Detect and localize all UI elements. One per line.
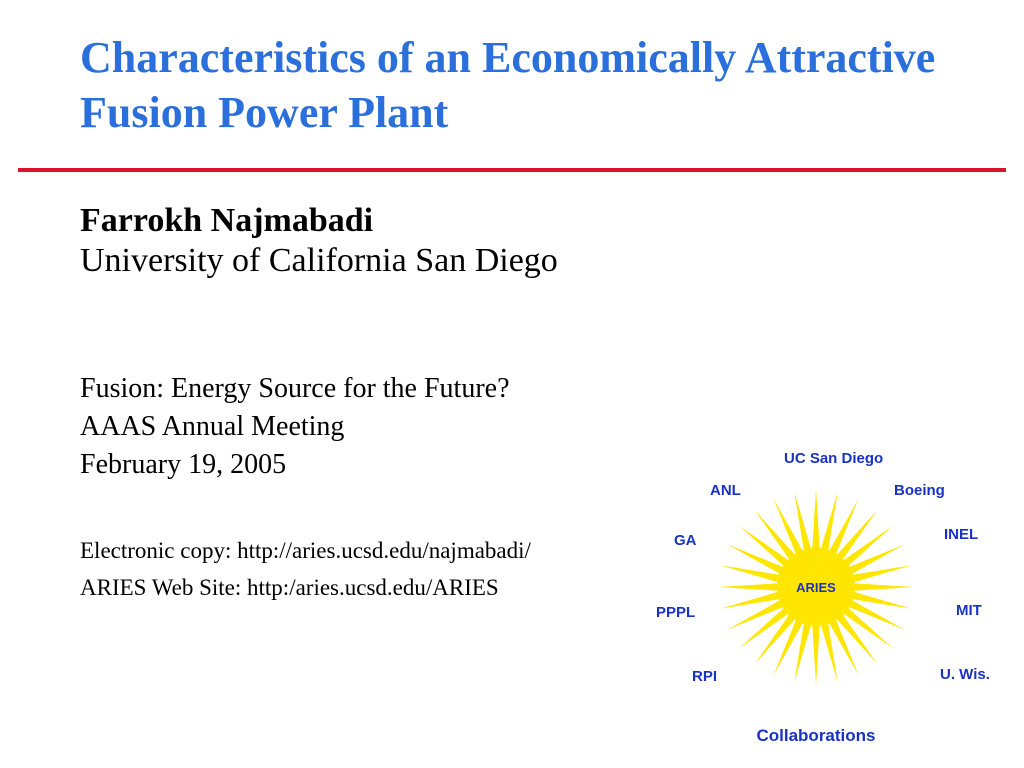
collaborations-diagram: ARIES UC San Diego Boeing INEL MIT U. Wis. RP… bbox=[626, 446, 1006, 746]
collab-node: PPPL bbox=[656, 604, 695, 621]
sun-center-label: ARIES bbox=[796, 580, 836, 595]
collab-node: RPI bbox=[692, 668, 717, 685]
event-line-1: Fusion: Energy Source for the Future? bbox=[80, 370, 964, 408]
author-name: Farrokh Najmabadi bbox=[80, 202, 964, 240]
author-affiliation: University of California San Diego bbox=[80, 242, 964, 280]
collab-node: Boeing bbox=[894, 482, 945, 499]
collab-node: GA bbox=[674, 532, 697, 549]
collab-node: U. Wis. bbox=[940, 666, 990, 683]
collab-node: INEL bbox=[944, 526, 978, 543]
collab-node: MIT bbox=[956, 602, 982, 619]
sun-core: ARIES bbox=[777, 548, 855, 626]
collab-node: UC San Diego bbox=[784, 450, 883, 467]
collab-node: ANL bbox=[710, 482, 741, 499]
event-line-2: AAAS Annual Meeting bbox=[80, 408, 964, 446]
collaborations-caption: Collaborations bbox=[626, 726, 1006, 746]
slide-title: Characteristics of an Economically Attra… bbox=[80, 30, 964, 140]
